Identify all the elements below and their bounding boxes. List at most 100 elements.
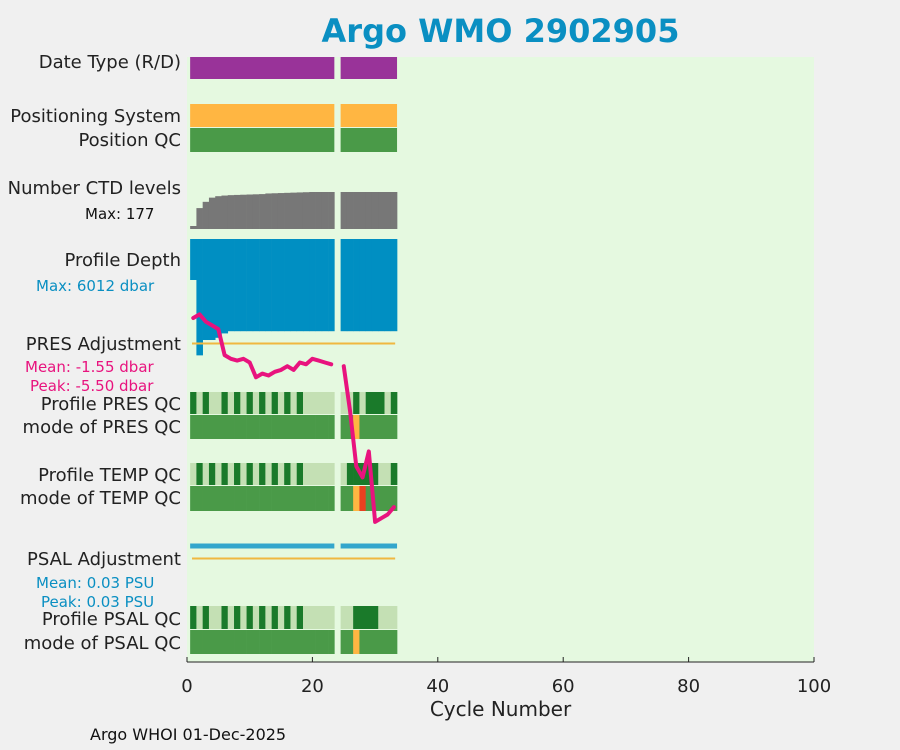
profile-psal-qc-cycle-6 <box>221 606 229 629</box>
mode-pres-qc-cycle-27 <box>353 415 360 439</box>
mode-pres-qc-cycle-19 <box>302 415 310 439</box>
profile-pres-qc-cycle-6 <box>221 392 229 414</box>
profile-pres-qc-cycle-20 <box>309 392 316 414</box>
profile-pres-qc-cycle-8 <box>234 392 241 414</box>
profile-depth-bar-cycle-6 <box>221 239 229 334</box>
mode-temp-qc-cycle-10 <box>246 486 254 511</box>
mode-psal-qc-cycle-11 <box>252 630 260 654</box>
ctd-levels-bar-cycle-3 <box>202 201 210 229</box>
profile-depth-bar-cycle-10 <box>246 239 254 332</box>
label-psal-adjustment: PSAL Adjustment <box>26 549 181 570</box>
profile-temp-qc-cycle-32 <box>384 463 392 485</box>
mode-psal-qc-cycle-17 <box>290 630 298 654</box>
profile-psal-qc-cycle-11 <box>252 606 260 629</box>
mode-psal-qc-cycle-20 <box>309 630 316 654</box>
psal-mean-label: Mean: 0.03 PSU <box>36 574 155 592</box>
profile-temp-qc-cycle-17 <box>290 463 298 485</box>
profile-depth-bar-cycle-11 <box>252 239 260 332</box>
profile-depth-bar-cycle-19 <box>302 239 310 332</box>
profile-temp-qc-cycle-2 <box>196 463 203 485</box>
profile-depth-bar-cycle-12 <box>259 239 266 332</box>
mode-psal-qc-cycle-32 <box>384 630 392 654</box>
profile-psal-qc-cycle-19 <box>302 606 310 629</box>
profile-psal-qc-cycle-29 <box>365 606 373 629</box>
x-tick-label-20: 20 <box>301 676 324 697</box>
profile-depth-bar-cycle-23 <box>328 239 335 332</box>
x-axis-label: Cycle Number <box>429 697 572 721</box>
plot-area <box>187 57 814 662</box>
profile-pres-qc-cycle-23 <box>328 392 335 414</box>
footer-credit: Argo WHOI 01-Dec-2025 <box>90 725 287 744</box>
mode-temp-qc-cycle-23 <box>328 486 335 511</box>
mode-temp-qc-cycle-14 <box>271 486 279 511</box>
profile-pres-qc-cycle-15 <box>277 392 285 414</box>
profile-temp-qc-cycle-3 <box>202 463 210 485</box>
ctd-levels-bar-cycle-31 <box>378 192 385 229</box>
ctd-levels-bar-cycle-8 <box>234 194 241 229</box>
profile-pres-qc-cycle-14 <box>271 392 279 414</box>
mode-pres-qc-cycle-18 <box>296 415 304 439</box>
positioning-system-bar-segment-0 <box>190 104 335 127</box>
mode-psal-qc-cycle-10 <box>246 630 254 654</box>
depth-max-label: Max: 6012 dbar <box>36 277 155 295</box>
label-positioning-system: Positioning System <box>10 106 181 127</box>
profile-temp-qc-cycle-18 <box>296 463 304 485</box>
profile-depth-bar-cycle-21 <box>315 239 323 332</box>
profile-depth-bar-cycle-15 <box>277 239 285 332</box>
mode-temp-qc-cycle-25 <box>340 486 348 511</box>
profile-temp-qc-cycle-1 <box>190 463 197 485</box>
profile-psal-qc-cycle-32 <box>384 606 392 629</box>
mode-pres-qc-cycle-13 <box>265 415 272 439</box>
pres-adjustment-line-segment-1 <box>341 364 396 524</box>
positioning-system-bar-segment-1 <box>340 104 398 127</box>
mode-pres-qc-cycle-22 <box>321 415 329 439</box>
label-position-qc: Position QC <box>78 130 181 151</box>
ctd-levels-bar-cycle-27 <box>353 192 360 229</box>
profile-temp-qc-cycle-15 <box>277 463 285 485</box>
ctd-levels-bar-cycle-10 <box>246 194 254 229</box>
ctd-levels-bar-cycle-7 <box>227 195 235 229</box>
profile-depth-bar-cycle-31 <box>378 239 385 332</box>
label-profile-depth: Profile Depth <box>64 250 181 271</box>
profile-temp-qc-cycle-20 <box>309 463 316 485</box>
profile-pres-qc-cycle-4 <box>208 392 216 414</box>
profile-depth-bar-cycle-26 <box>346 239 354 332</box>
mode-pres-qc-cycle-11 <box>252 415 260 439</box>
mode-psal-qc-cycle-29 <box>365 630 373 654</box>
profile-psal-qc-cycle-31 <box>378 606 385 629</box>
profile-depth-bar-cycle-9 <box>240 239 247 332</box>
profile-temp-qc-cycle-19 <box>302 463 310 485</box>
pres-peak-label: Peak: -5.50 dbar <box>30 377 154 395</box>
profile-temp-qc-cycle-13 <box>265 463 272 485</box>
profile-pres-qc-cycle-13 <box>265 392 272 414</box>
mode-temp-qc-cycle-11 <box>252 486 260 511</box>
ctd-levels-bar-cycle-11 <box>252 194 260 229</box>
label-profile-psal-qc: Profile PSAL QC <box>41 609 181 630</box>
profile-depth-bar-cycle-29 <box>365 239 373 332</box>
mode-temp-qc-cycle-21 <box>315 486 323 511</box>
profile-pres-qc-cycle-28 <box>359 392 366 414</box>
mode-psal-qc-cycle-31 <box>378 630 385 654</box>
ctd-levels-bar-cycle-33 <box>390 192 398 229</box>
mode-temp-qc-cycle-1 <box>190 486 197 511</box>
mode-pres-qc-cycle-30 <box>371 415 379 439</box>
profile-depth-bar-cycle-14 <box>271 239 279 332</box>
profile-depth-bar-cycle-18 <box>296 239 304 332</box>
profile-psal-qc-cycle-25 <box>340 606 348 629</box>
mode-psal-qc-cycle-8 <box>234 630 241 654</box>
x-tick-label-40: 40 <box>426 676 449 697</box>
profile-psal-qc-cycle-17 <box>290 606 298 629</box>
mode-temp-qc-cycle-15 <box>277 486 285 511</box>
ctd-levels-bar-cycle-19 <box>302 192 310 229</box>
mode-pres-qc-cycle-31 <box>378 415 385 439</box>
mode-psal-qc-cycle-18 <box>296 630 304 654</box>
profile-depth-bar-cycle-16 <box>284 239 291 332</box>
mode-pres-qc-cycle-5 <box>215 415 222 439</box>
profile-psal-qc-cycle-3 <box>202 606 210 629</box>
ctd-levels-bar-cycle-6 <box>221 195 229 229</box>
mode-pres-qc-cycle-25 <box>340 415 348 439</box>
label-mode-pres-qc: mode of PRES QC <box>22 417 181 438</box>
x-tick-label-80: 80 <box>677 676 700 697</box>
profile-psal-qc-cycle-33 <box>390 606 398 629</box>
profile-depth-bar-cycle-3 <box>202 239 210 340</box>
